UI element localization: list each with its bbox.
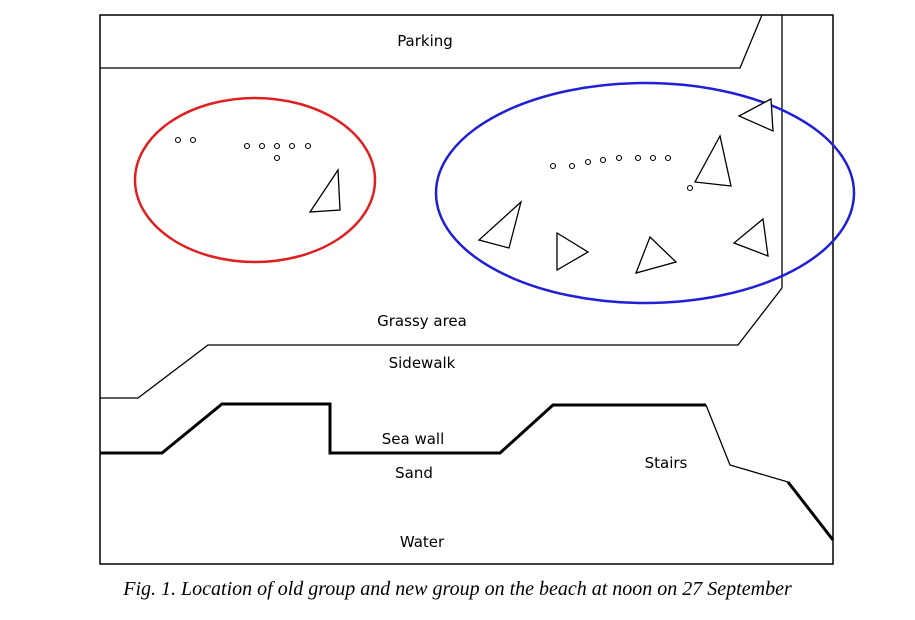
person-dot bbox=[273, 142, 281, 150]
sea-wall-line bbox=[100, 402, 706, 455]
tent-triangle bbox=[477, 200, 523, 249]
person-dot bbox=[649, 154, 657, 162]
beach-map: Parking Grassy area Sidewalk Sea wall Sa… bbox=[99, 14, 856, 565]
figure-caption: Fig. 1. Location of old group and new gr… bbox=[123, 578, 792, 600]
person-dot bbox=[634, 154, 642, 162]
person-dot bbox=[615, 154, 623, 162]
tent-triangle bbox=[732, 217, 769, 257]
tent-triangle bbox=[556, 231, 590, 272]
tent-triangle bbox=[634, 235, 678, 274]
person-dot bbox=[664, 154, 672, 162]
new-group-outline bbox=[434, 81, 856, 305]
label-sea-wall: Sea wall bbox=[382, 430, 445, 448]
person-dot bbox=[273, 154, 281, 162]
stairs-thick-edge bbox=[786, 481, 835, 541]
label-sand: Sand bbox=[395, 464, 433, 482]
label-sidewalk: Sidewalk bbox=[389, 354, 456, 372]
sidewalk-edge bbox=[100, 287, 783, 399]
label-stairs: Stairs bbox=[645, 454, 688, 472]
map-frame bbox=[99, 14, 834, 565]
new-group-people bbox=[549, 154, 694, 192]
person-dot bbox=[599, 156, 607, 164]
person-dot bbox=[243, 142, 251, 150]
label-parking: Parking bbox=[397, 32, 453, 50]
person-dot bbox=[189, 136, 197, 144]
old-group-people bbox=[174, 136, 312, 162]
tent-triangle bbox=[308, 168, 341, 213]
tent-triangle bbox=[737, 97, 774, 133]
person-dot bbox=[549, 162, 557, 170]
new-group-tents bbox=[477, 97, 774, 274]
person-dot bbox=[568, 162, 576, 170]
parking-boundary bbox=[100, 14, 763, 69]
label-grassy-area: Grassy area bbox=[377, 312, 467, 330]
stairs-outline bbox=[705, 404, 789, 483]
person-dot bbox=[304, 142, 312, 150]
old-group-outline bbox=[133, 96, 377, 264]
person-dot bbox=[174, 136, 182, 144]
person-dot bbox=[584, 158, 592, 166]
person-dot bbox=[258, 142, 266, 150]
person-dot bbox=[288, 142, 296, 150]
label-water: Water bbox=[400, 533, 445, 551]
tent-triangle bbox=[693, 134, 732, 187]
person-dot bbox=[686, 184, 694, 192]
